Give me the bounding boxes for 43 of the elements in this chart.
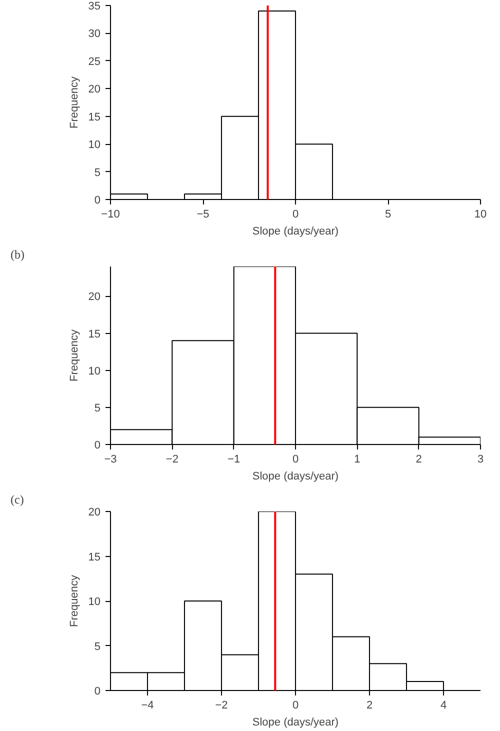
y-tick-label: 20 <box>88 291 101 304</box>
x-tick-label: 0 <box>292 454 299 466</box>
y-tick-label: 10 <box>88 139 101 152</box>
text: (c) <box>10 492 24 506</box>
x-tick-label: 4 <box>440 700 447 712</box>
y-tick-label: 15 <box>88 111 101 124</box>
y-tick-label: 10 <box>88 596 101 608</box>
y-tick-label: 15 <box>88 551 101 564</box>
y-tick-label: 0 <box>94 194 101 206</box>
x-axis-title: Slope (days/year) <box>252 470 339 482</box>
x-tick-label: −2 <box>215 700 228 712</box>
y-tick-label: 0 <box>94 440 101 452</box>
x-tick-label: 0 <box>292 700 299 712</box>
y-tick-label: 0 <box>94 686 101 698</box>
x-tick-label: 10 <box>474 208 487 220</box>
y-axis-title: Frequency <box>68 76 80 128</box>
x-tick-label: 0 <box>292 208 299 220</box>
x-tick-label: 1 <box>354 454 360 466</box>
x-tick-label: 2 <box>366 700 373 712</box>
y-tick-label: 20 <box>88 84 101 96</box>
x-axis-title: Slope (days/year) <box>252 716 339 728</box>
y-tick-label: 5 <box>94 402 101 414</box>
y-tick-label: 10 <box>88 365 101 378</box>
y-tick-label: 25 <box>88 56 101 68</box>
x-tick-label: −4 <box>141 700 154 712</box>
x-tick-label: −10 <box>101 208 120 220</box>
y-tick-label: 30 <box>88 28 101 40</box>
y-tick-label: 5 <box>94 166 101 179</box>
x-tick-label: −2 <box>166 454 178 466</box>
x-tick-label: −1 <box>228 454 240 466</box>
x-tick-label: −5 <box>196 208 210 220</box>
text: (b) <box>10 248 24 262</box>
y-axis-title: Frequency <box>68 329 80 382</box>
y-axis-title: Frequency <box>68 574 80 627</box>
y-tick-label: 15 <box>88 328 101 340</box>
y-tick-label: 20 <box>88 506 101 518</box>
x-tick-label: 5 <box>384 208 392 220</box>
y-tick-label: 35 <box>88 0 101 12</box>
y-tick-label: 5 <box>94 640 101 653</box>
x-tick-label: 2 <box>416 454 422 466</box>
x-axis-title: Slope (days/year) <box>252 226 339 238</box>
x-tick-label: −3 <box>104 454 117 466</box>
x-tick-label: 3 <box>477 454 484 466</box>
